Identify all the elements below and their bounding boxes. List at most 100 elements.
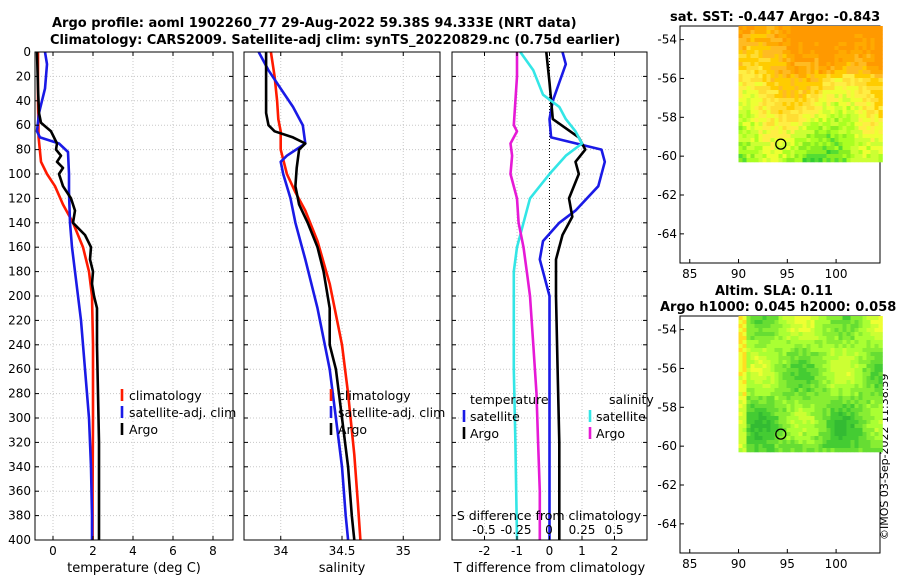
heatmap-cell [770,110,775,115]
heatmap-cell [838,58,843,63]
heatmap-cell [782,126,787,131]
heatmap-cell [810,360,815,365]
heatmap-cell [806,86,811,91]
heatmap-cell [738,46,743,51]
heatmap-cell [874,436,879,441]
heatmap-cell [822,368,827,373]
heatmap-cell [826,328,831,333]
heatmap-cell [770,90,775,95]
heatmap-cell [754,26,759,31]
heatmap-cell [790,122,795,127]
heatmap-cell [858,400,863,405]
heatmap-cell [742,58,747,63]
heatmap-cell [766,38,771,43]
heatmap-cell [834,126,839,131]
heatmap-cell [758,448,763,453]
heatmap-cell [798,432,803,437]
heatmap-cell [778,90,783,95]
heatmap-cell [822,46,827,51]
heatmap-cell [798,134,803,139]
heatmap-cell [754,360,759,365]
heatmap-cell [766,54,771,59]
heatmap-cell [810,50,815,55]
heatmap-cell [838,320,843,325]
heatmap-cell [842,70,847,75]
heatmap-cell [774,416,779,421]
heatmap-cell [754,324,759,329]
heatmap-cell [834,392,839,397]
heatmap-cell [830,428,835,433]
heatmap-cell [854,118,859,123]
heatmap-cell [778,376,783,381]
heatmap-cell [798,118,803,123]
heatmap-cell [846,360,851,365]
heatmap-cell [798,82,803,87]
heatmap-cell [854,94,859,99]
heatmap-cell [778,396,783,401]
heatmap-cell [826,142,831,147]
heatmap-cell [814,380,819,385]
heatmap-cell [782,50,787,55]
heatmap-cell [826,42,831,47]
y-tick-label: 220 [8,313,31,327]
heatmap-cell [874,384,879,389]
heatmap-cell [818,98,823,103]
heatmap-cell [738,118,743,123]
heatmap-cell [742,110,747,115]
heatmap-cell [798,154,803,159]
heatmap-cell [850,90,855,95]
heatmap-cell [746,82,751,87]
heatmap-cell [810,46,815,51]
heatmap-cell [738,396,743,401]
y-tick-label: 20 [16,69,31,83]
heatmap-cell [874,444,879,449]
heatmap-cell [770,416,775,421]
heatmap-cell [766,440,771,445]
heatmap-cell [774,154,779,159]
heatmap-cell [742,122,747,127]
heatmap-cell [790,364,795,369]
heatmap-cell [738,34,743,39]
heatmap-cell [874,42,879,47]
y-tick-label: 360 [8,484,31,498]
heatmap-cell [782,66,787,71]
heatmap-cell [814,444,819,449]
heatmap-cell [850,130,855,135]
heatmap-cell [774,58,779,63]
heatmap-cell [750,38,755,43]
heatmap-cell [750,50,755,55]
heatmap-cell [754,428,759,433]
heatmap-cell [778,158,783,163]
heatmap-cell [858,46,863,51]
heatmap-cell [782,372,787,377]
heatmap-cell [746,336,751,341]
heatmap-cell [810,90,815,95]
heatmap-cell [866,30,871,35]
heatmap-cell [842,114,847,119]
heatmap-cell [854,384,859,389]
heatmap-cell [814,392,819,397]
heatmap-cell [782,400,787,405]
heatmap-cell [850,34,855,39]
heatmap-cell [790,440,795,445]
heatmap-cell [762,146,767,151]
heatmap-cell [806,46,811,51]
heatmap-cell [746,154,751,159]
heatmap-cell [806,388,811,393]
heatmap-cell [814,158,819,163]
heatmap-cell [754,82,759,87]
y-tick-label: 280 [8,387,31,401]
heatmap-cell [838,74,843,79]
heatmap-cell [786,102,791,107]
heatmap-cell [758,86,763,91]
heatmap-cell [742,412,747,417]
heatmap-cell [766,154,771,159]
heatmap-cell [790,154,795,159]
heatmap-cell [802,126,807,131]
heatmap-cell [878,130,883,135]
heatmap-cell [798,90,803,95]
heatmap-cell [774,356,779,361]
heatmap-cell [862,98,867,103]
heatmap-cell [746,436,751,441]
heatmap-cell [878,142,883,147]
